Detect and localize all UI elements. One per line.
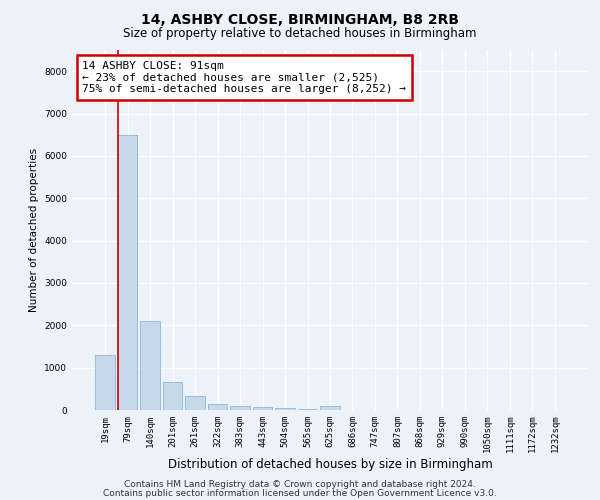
- Bar: [95, 355, 115, 410]
- X-axis label: Distribution of detached houses by size in Birmingham: Distribution of detached houses by size …: [167, 458, 493, 471]
- Bar: [140, 321, 160, 410]
- Bar: [230, 406, 250, 410]
- Bar: [275, 408, 295, 410]
- Text: Size of property relative to detached houses in Birmingham: Size of property relative to detached ho…: [123, 28, 477, 40]
- Bar: [253, 408, 272, 410]
- Bar: [163, 382, 182, 410]
- Bar: [208, 404, 227, 410]
- Bar: [118, 134, 137, 410]
- Text: Contains HM Land Registry data © Crown copyright and database right 2024.: Contains HM Land Registry data © Crown c…: [124, 480, 476, 489]
- Y-axis label: Number of detached properties: Number of detached properties: [29, 148, 38, 312]
- Bar: [298, 408, 317, 410]
- Text: Contains public sector information licensed under the Open Government Licence v3: Contains public sector information licen…: [103, 490, 497, 498]
- Bar: [185, 396, 205, 410]
- Text: 14 ASHBY CLOSE: 91sqm
← 23% of detached houses are smaller (2,525)
75% of semi-d: 14 ASHBY CLOSE: 91sqm ← 23% of detached …: [82, 61, 406, 94]
- Text: 14, ASHBY CLOSE, BIRMINGHAM, B8 2RB: 14, ASHBY CLOSE, BIRMINGHAM, B8 2RB: [141, 12, 459, 26]
- Bar: [320, 406, 340, 410]
